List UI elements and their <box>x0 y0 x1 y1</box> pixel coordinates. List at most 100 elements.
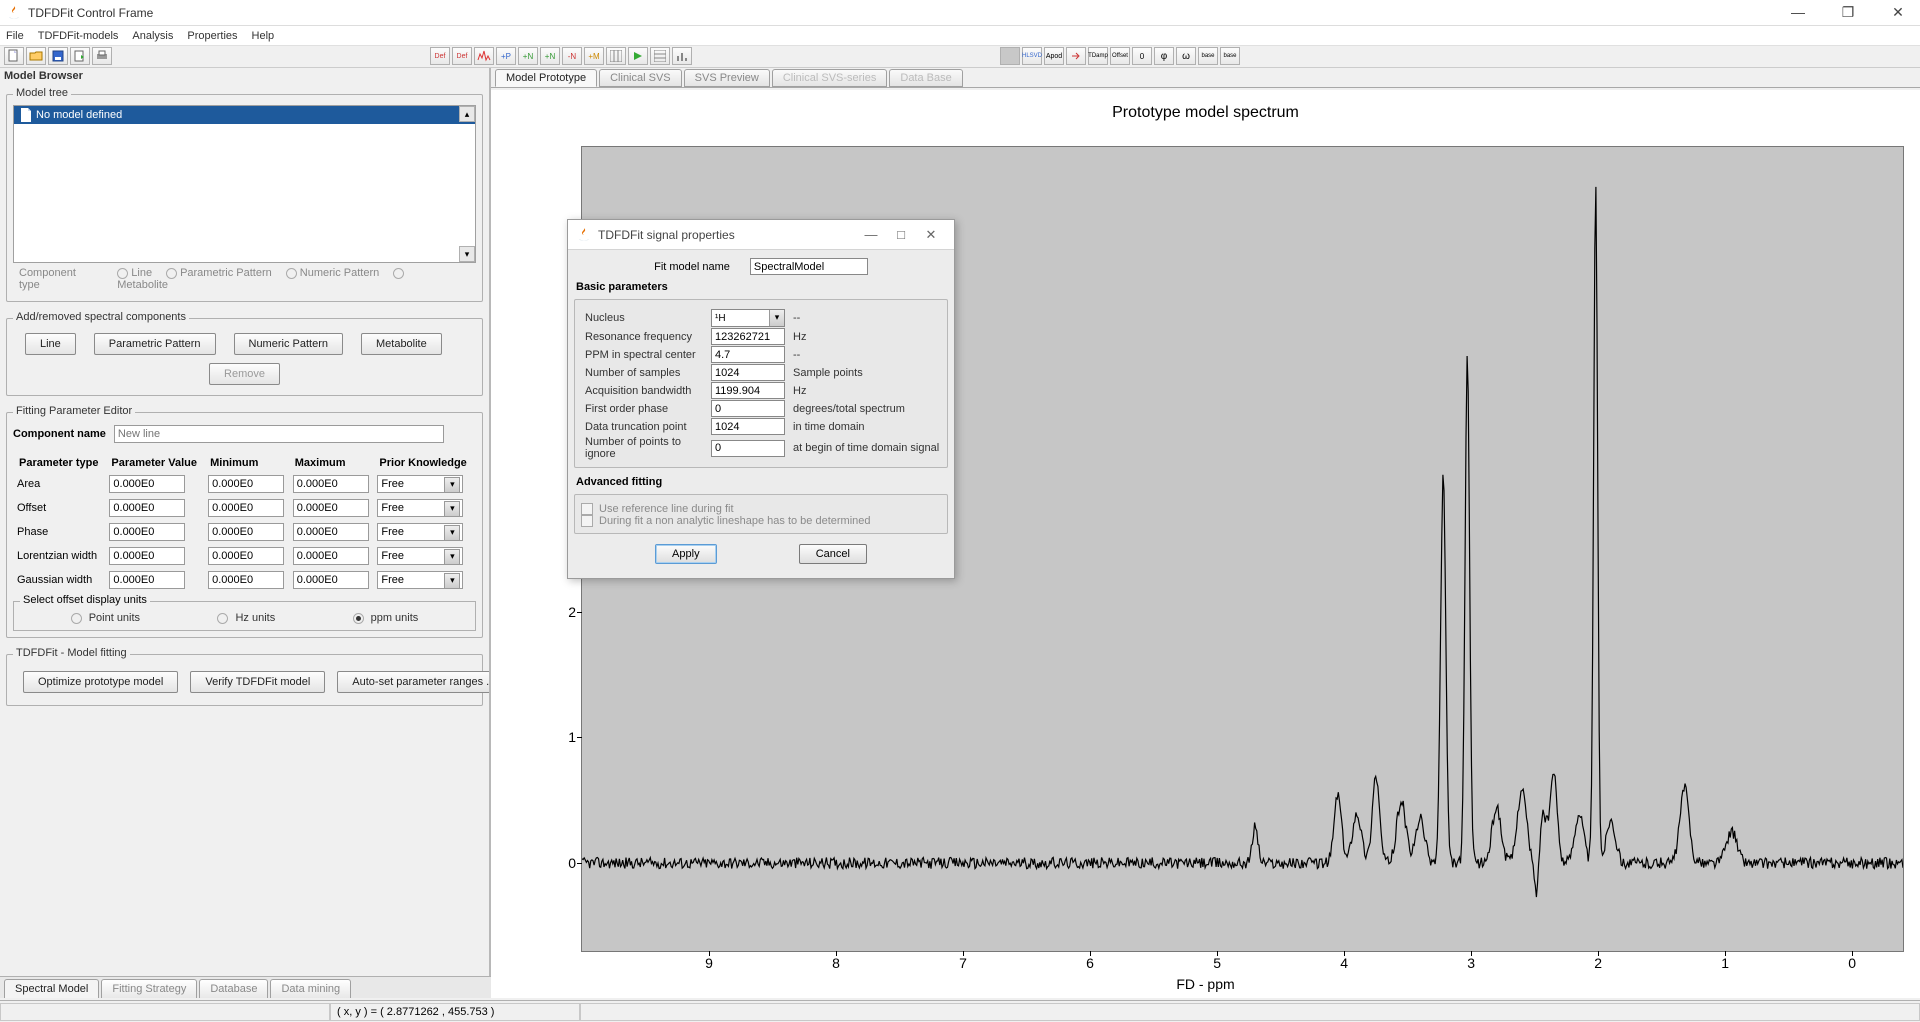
component-name-input[interactable] <box>114 425 444 443</box>
param-phase-max[interactable] <box>293 523 369 541</box>
tool-r1-icon[interactable] <box>1000 47 1020 65</box>
dlg-data-truncation-point-input[interactable] <box>711 418 785 435</box>
tool-baseline2-icon[interactable]: base <box>1220 47 1240 65</box>
param-area-min[interactable] <box>208 475 284 493</box>
param-offset-prior[interactable]: Free <box>377 499 463 517</box>
add-line-button[interactable]: Line <box>25 333 76 355</box>
param-gaussian-width-max[interactable] <box>293 571 369 589</box>
offset-ppm-units[interactable]: ppm units <box>353 612 419 624</box>
param-phase-v[interactable] <box>109 523 185 541</box>
tool-hlsvd-icon[interactable]: HLSVD <box>1022 47 1042 65</box>
add-numeric-pattern-button[interactable]: Numeric Pattern <box>234 333 343 355</box>
dlg-number-of-samples-input[interactable] <box>711 364 785 381</box>
dlg-acquisition-bandwidth-input[interactable] <box>711 382 785 399</box>
param-lorentzian-width-v[interactable] <box>109 547 185 565</box>
tool-baseline1-icon[interactable]: base <box>1198 47 1218 65</box>
tool-export-icon[interactable] <box>70 47 90 65</box>
param-gaussian-width-min[interactable] <box>208 571 284 589</box>
tool-open-icon[interactable] <box>26 47 46 65</box>
model-fitting-title: TDFDFit - Model fitting <box>13 647 130 659</box>
tool-table-icon[interactable] <box>650 47 670 65</box>
tool-chart-icon[interactable] <box>672 47 692 65</box>
dialog-maximize-button[interactable]: □ <box>886 227 916 242</box>
dlg-resonance-frequency-input[interactable] <box>711 328 785 345</box>
param-area-prior[interactable]: Free <box>377 475 463 493</box>
tool-peaks-icon[interactable] <box>474 47 494 65</box>
x-axis-label: FD - ppm <box>1176 976 1234 992</box>
tool-shift-icon[interactable] <box>1066 47 1086 65</box>
tree-scroll-up-icon[interactable]: ▴ <box>459 106 475 122</box>
offset-point-units[interactable]: Point units <box>71 612 140 624</box>
apply-button[interactable]: Apply <box>655 544 717 564</box>
tool-run-icon[interactable] <box>628 47 648 65</box>
tree-scroll-down-icon[interactable]: ▾ <box>459 246 475 262</box>
tool-addm-icon[interactable]: +M <box>584 47 604 65</box>
param-phase-min[interactable] <box>208 523 284 541</box>
param-lorentzian-width-max[interactable] <box>293 547 369 565</box>
tool-offset-icon[interactable]: Offset <box>1110 47 1130 65</box>
tool-define-icon[interactable]: Def <box>430 47 450 65</box>
menu-analysis[interactable]: Analysis <box>132 30 173 42</box>
optimize-prototype-modelbutton[interactable]: Optimize prototype model <box>23 671 178 693</box>
dlg-first-order-phase-input[interactable] <box>711 400 785 417</box>
btab-fitting-strategy[interactable]: Fitting Strategy <box>101 979 197 998</box>
fit-model-name-input[interactable] <box>750 258 868 275</box>
dlg-number-of-points-to-ignore-input[interactable] <box>711 440 785 457</box>
tool-tdamp-icon[interactable]: TDamp <box>1088 47 1108 65</box>
add-metabolite-button[interactable]: Metabolite <box>361 333 442 355</box>
param-gaussian-width-v[interactable] <box>109 571 185 589</box>
menu-properties[interactable]: Properties <box>187 30 237 42</box>
dlg-ppm-in-spectral-center-input[interactable] <box>711 346 785 363</box>
dlg-nucleus-input[interactable]: ¹H <box>711 309 785 327</box>
tool-define2-icon[interactable]: Def <box>452 47 472 65</box>
param-lorentzian-width-min[interactable] <box>208 547 284 565</box>
tool-zero-icon[interactable]: 0 <box>1132 47 1152 65</box>
add-parametric-pattern-button[interactable]: Parametric Pattern <box>94 333 216 355</box>
tool-omega-icon[interactable]: ω <box>1176 47 1196 65</box>
cancel-button[interactable]: Cancel <box>799 544 867 564</box>
fitting-param-editor-title: Fitting Parameter Editor <box>13 405 135 417</box>
menu-tdfdfitmodels[interactable]: TDFDFit-models <box>38 30 119 42</box>
rtab-clinical-svs-series: Clinical SVS-series <box>772 69 888 87</box>
tool-addn-icon[interactable]: +N <box>518 47 538 65</box>
btab-data-mining[interactable]: Data mining <box>270 979 351 998</box>
dialog-titlebar[interactable]: TDFDFit signal properties — □ ✕ <box>568 220 954 250</box>
btab-spectral-model[interactable]: Spectral Model <box>4 979 99 998</box>
component-name-label: Component name <box>13 428 106 440</box>
auto-set-parameter-ranges-button[interactable]: Auto-set parameter ranges .. <box>337 671 491 693</box>
model-tree[interactable]: No model defined ▴ ▾ <box>13 105 476 263</box>
dialog-close-button[interactable]: ✕ <box>916 227 946 243</box>
close-button[interactable]: ✕ <box>1882 4 1914 21</box>
param-offset-v[interactable] <box>109 499 185 517</box>
tool-save-icon[interactable] <box>48 47 68 65</box>
btab-database[interactable]: Database <box>199 979 268 998</box>
adv-opt: During fit a non analytic lineshape has … <box>581 515 941 527</box>
tool-remn-icon[interactable]: -N <box>562 47 582 65</box>
param-phase-prior[interactable]: Free <box>377 523 463 541</box>
tool-grid-icon[interactable] <box>606 47 626 65</box>
param-area-v[interactable] <box>109 475 185 493</box>
param-lorentzian-width-prior[interactable]: Free <box>377 547 463 565</box>
tool-apod-icon[interactable]: Apod <box>1044 47 1064 65</box>
minimize-button[interactable]: — <box>1782 4 1814 21</box>
tool-new-icon[interactable] <box>4 47 24 65</box>
param-area-max[interactable] <box>293 475 369 493</box>
remove-button[interactable]: Remove <box>209 363 280 385</box>
tool-addp-icon[interactable]: +P <box>496 47 516 65</box>
tool-addn2-icon[interactable]: +N <box>540 47 560 65</box>
maximize-button[interactable]: ❐ <box>1832 4 1864 21</box>
verify-tdfdfit-modelbutton[interactable]: Verify TDFDFit model <box>190 671 325 693</box>
dialog-minimize-button[interactable]: — <box>856 227 886 242</box>
param-gaussian-width-prior[interactable]: Free <box>377 571 463 589</box>
tool-phi-icon[interactable]: φ <box>1154 47 1174 65</box>
tool-print-icon[interactable] <box>92 47 112 65</box>
offset-hz-units[interactable]: Hz units <box>217 612 275 624</box>
rtab-clinical-svs[interactable]: Clinical SVS <box>599 69 682 87</box>
menu-help[interactable]: Help <box>252 30 275 42</box>
basic-params-label: Basic parameters <box>574 281 948 295</box>
rtab-model-prototype[interactable]: Model Prototype <box>495 69 597 87</box>
menu-file[interactable]: File <box>6 30 24 42</box>
rtab-svs-preview[interactable]: SVS Preview <box>684 69 770 87</box>
param-offset-max[interactable] <box>293 499 369 517</box>
param-offset-min[interactable] <box>208 499 284 517</box>
